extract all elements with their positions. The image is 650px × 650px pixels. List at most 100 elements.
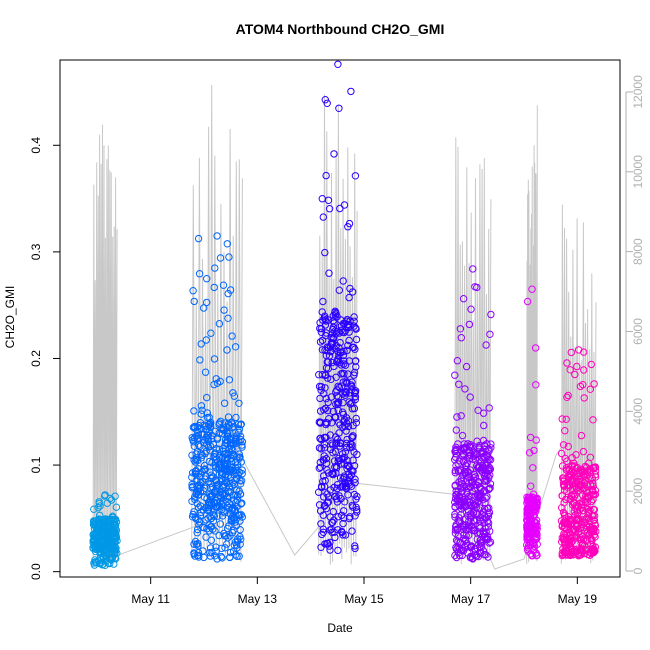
data-point [351,475,359,483]
data-point [452,536,461,545]
data-point [108,526,117,534]
data-point [232,551,240,559]
data-point [216,502,224,510]
y2-tick-label: 10000 [631,155,645,189]
data-point [212,476,220,484]
data-point [195,518,204,526]
data-point [336,474,345,482]
data-point [188,451,196,459]
data-point [563,393,571,401]
data-point [573,522,582,530]
data-point [193,499,201,508]
data-point [323,358,331,366]
data-point [221,544,229,552]
data-point [110,526,119,534]
data-point [464,524,473,532]
data-point [464,484,472,493]
data-point [581,495,589,503]
data-point [94,504,102,512]
data-point [334,347,342,356]
data-point [226,286,235,294]
data-point [335,104,343,113]
data-point [330,334,338,343]
data-point [578,540,587,548]
data-point [579,447,588,456]
data-point [227,515,236,523]
data-point [112,533,121,541]
data-point [569,478,577,486]
data-point [227,466,236,474]
y2-tick-label: 0 [631,567,645,574]
data-point [203,393,211,402]
data-point [340,474,348,482]
data-point [202,533,210,541]
data-point [210,506,219,514]
data-point [452,491,460,499]
data-point [319,316,327,324]
data-point [351,172,360,180]
data-point [194,491,202,499]
data-point [322,364,331,372]
data-point [571,370,579,379]
data-point [235,454,244,462]
data-point [469,501,477,510]
data-point [322,418,330,427]
data-point [343,346,351,355]
data-point [525,449,534,457]
data-point [207,329,215,337]
data-point [190,297,198,306]
data-point [561,510,569,518]
data-point [191,458,200,466]
data-point [577,478,585,486]
altitude-profile [526,105,538,565]
data-point [587,540,595,548]
data-point [206,544,215,552]
data-point [205,457,214,466]
data-point [190,550,198,558]
data-point [216,377,224,386]
data-point [485,466,493,474]
data-point [320,482,329,491]
data-point [561,454,569,463]
data-point [225,376,234,384]
data-point [345,293,353,302]
data-point [196,442,204,451]
series-4 [451,265,495,563]
data-point [467,305,475,313]
data-point [90,505,98,513]
data-point [483,458,492,467]
data-point [560,481,569,489]
data-point [351,345,359,353]
data-point [342,484,350,492]
data-point [234,471,242,479]
data-point [331,413,339,421]
data-point-min [469,555,477,563]
y2-tick-label: 2000 [631,477,645,504]
data-point [322,394,330,403]
y-tick-label: 0.3 [29,243,43,260]
data-point [353,508,361,516]
data-point [220,532,229,540]
data-point [318,530,326,539]
y-tick-label: 0.1 [29,456,43,473]
data-point [194,539,202,548]
data-point [558,504,566,512]
y-tick-label: 0.4 [29,137,43,154]
data-point [96,511,104,519]
data-point [317,324,326,333]
data-point [190,422,199,431]
data-point [348,441,356,449]
data-point [196,484,204,492]
data-point [480,486,489,495]
data-point [232,515,240,524]
data-point [341,388,349,396]
data-point [330,516,338,524]
data-point [352,363,360,371]
data-point [329,507,337,516]
data-point [112,503,121,511]
data-point [328,470,336,478]
data-point [480,477,489,485]
data-point [202,503,210,512]
data-point [316,507,325,515]
data-point [227,457,236,466]
